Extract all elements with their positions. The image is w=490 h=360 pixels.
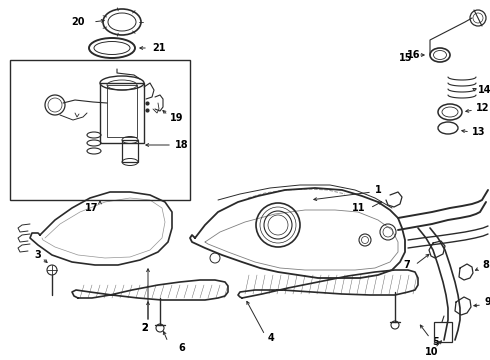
Text: 20: 20	[72, 17, 85, 27]
Bar	[10, 60, 190, 200]
Text: 16: 16	[407, 50, 420, 60]
Text: 9: 9	[484, 297, 490, 307]
Text: 21: 21	[152, 43, 166, 53]
Text: 4: 4	[268, 333, 275, 343]
Bar	[107, 85, 137, 137]
Text: 10: 10	[425, 347, 439, 357]
Text: 19: 19	[170, 113, 183, 123]
Text: 2: 2	[142, 323, 148, 333]
Text: 11: 11	[351, 203, 365, 213]
Text: 6: 6	[178, 343, 185, 353]
Text: 3: 3	[35, 250, 41, 260]
Bar	[122, 140, 138, 162]
Bar	[434, 322, 452, 342]
Text: 17: 17	[85, 203, 99, 213]
Text: 12: 12	[476, 103, 490, 113]
Text: 2: 2	[142, 323, 148, 333]
Text: 5: 5	[432, 337, 439, 347]
Text: 8: 8	[482, 260, 489, 270]
Text: 7: 7	[403, 260, 410, 270]
Text: 14: 14	[478, 85, 490, 95]
Text: 18: 18	[175, 140, 189, 150]
Bar	[100, 83, 144, 143]
Text: 15: 15	[398, 53, 412, 63]
Text: 1: 1	[375, 185, 382, 195]
Text: 13: 13	[472, 127, 486, 137]
